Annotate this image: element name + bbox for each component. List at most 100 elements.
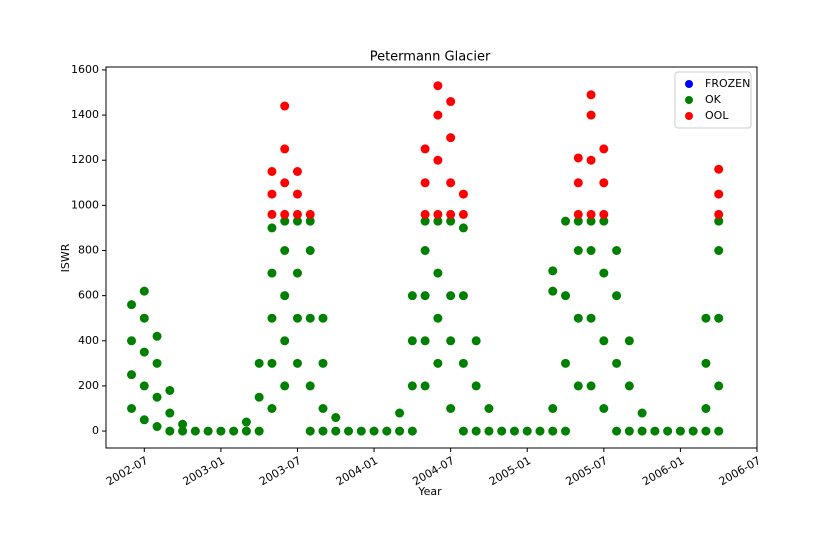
y-tick-label: 1600 <box>71 63 99 76</box>
point <box>420 246 430 256</box>
point <box>318 358 328 368</box>
point <box>561 216 571 226</box>
point <box>420 336 430 346</box>
point <box>548 286 558 296</box>
point <box>586 216 596 226</box>
point <box>344 426 354 436</box>
point <box>229 426 239 436</box>
point <box>292 268 302 278</box>
point <box>407 381 417 391</box>
point <box>675 426 685 436</box>
point <box>395 408 405 418</box>
legend-label: FROZEN <box>705 77 750 90</box>
point <box>586 246 596 256</box>
point <box>254 392 264 402</box>
point <box>305 216 315 226</box>
point <box>216 426 226 436</box>
point <box>701 358 711 368</box>
point <box>548 404 558 414</box>
point <box>356 426 366 436</box>
point <box>280 336 290 346</box>
point <box>241 426 251 436</box>
point <box>267 404 277 414</box>
point <box>254 358 264 368</box>
point <box>152 422 162 432</box>
y-tick-label: 1200 <box>71 153 99 166</box>
point <box>190 426 200 436</box>
point <box>458 291 468 301</box>
point <box>292 216 302 226</box>
point <box>612 246 622 256</box>
point <box>701 426 711 436</box>
point <box>624 381 634 391</box>
legend-marker <box>685 80 693 88</box>
point <box>561 358 571 368</box>
y-tick-label: 400 <box>78 334 99 347</box>
point <box>292 358 302 368</box>
point <box>612 291 622 301</box>
point <box>599 404 609 414</box>
point <box>280 291 290 301</box>
point <box>267 209 277 219</box>
point <box>305 381 315 391</box>
point <box>267 167 277 177</box>
point <box>280 209 290 219</box>
point <box>331 426 341 436</box>
legend-label: OK <box>705 93 722 106</box>
point <box>433 358 443 368</box>
point <box>701 313 711 323</box>
plot-area <box>127 81 724 436</box>
point <box>714 189 724 199</box>
point <box>573 209 583 219</box>
point <box>292 209 302 219</box>
point <box>305 209 315 219</box>
point <box>624 336 634 346</box>
point <box>433 155 443 165</box>
point <box>599 209 609 219</box>
point <box>254 426 264 436</box>
point <box>612 358 622 368</box>
point <box>241 417 251 427</box>
point <box>433 209 443 219</box>
point <box>497 426 507 436</box>
point <box>548 426 558 436</box>
point <box>446 178 456 188</box>
point <box>573 313 583 323</box>
point <box>369 426 379 436</box>
point <box>433 81 443 91</box>
point <box>458 426 468 436</box>
y-tick-label: 800 <box>78 244 99 257</box>
point <box>573 246 583 256</box>
point <box>714 209 724 219</box>
point <box>420 216 430 226</box>
y-tick-label: 1000 <box>71 198 99 211</box>
point <box>714 381 724 391</box>
point <box>318 426 328 436</box>
point <box>446 336 456 346</box>
point <box>586 313 596 323</box>
point <box>573 178 583 188</box>
point <box>561 291 571 301</box>
point <box>446 97 456 107</box>
point <box>446 404 456 414</box>
point <box>331 413 341 423</box>
point <box>701 404 711 414</box>
point <box>420 291 430 301</box>
point <box>714 426 724 436</box>
point <box>458 209 468 219</box>
point <box>152 331 162 341</box>
point <box>586 209 596 219</box>
point <box>420 381 430 391</box>
point <box>573 153 583 163</box>
point <box>458 358 468 368</box>
point <box>637 426 647 436</box>
point <box>599 336 609 346</box>
point <box>599 268 609 278</box>
point <box>267 313 277 323</box>
point <box>178 419 188 429</box>
point <box>127 370 137 380</box>
point <box>267 223 277 233</box>
point <box>535 426 545 436</box>
point <box>458 223 468 233</box>
point <box>599 144 609 154</box>
